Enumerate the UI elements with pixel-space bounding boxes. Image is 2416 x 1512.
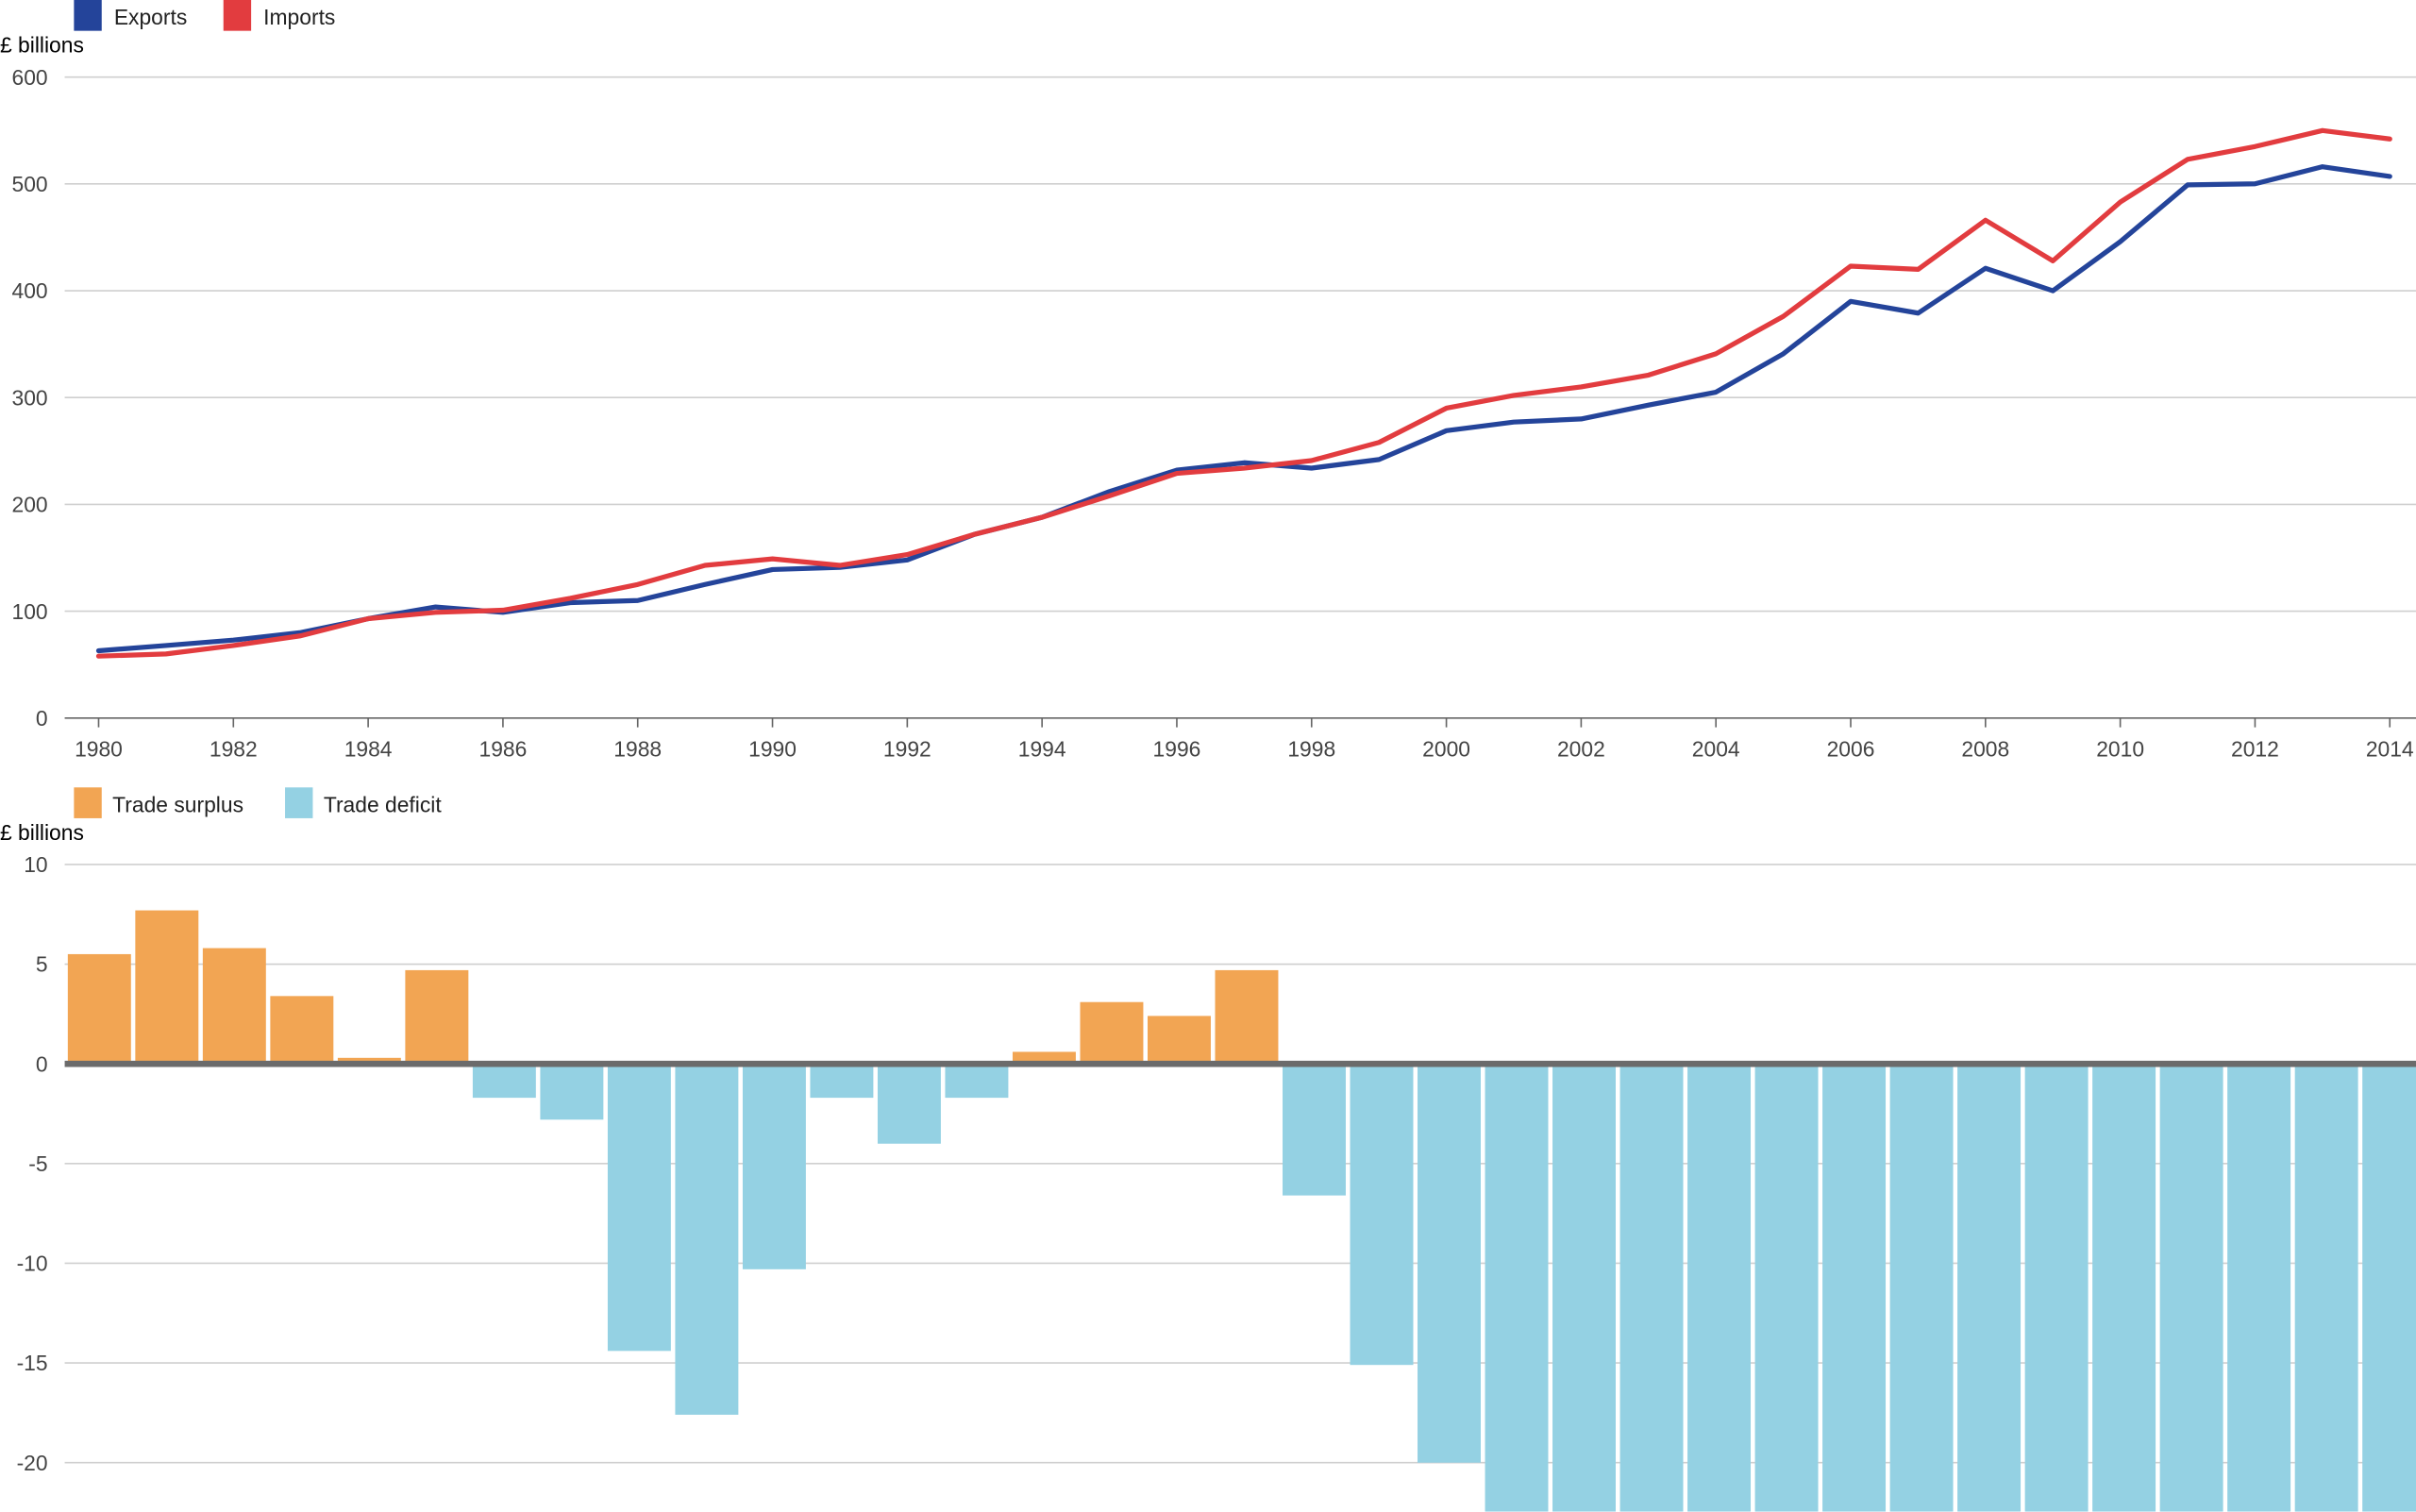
legend-swatch-exports [74,0,102,31]
line-chart-x-tick: 1986 [479,737,528,762]
bar-1989 [675,1064,739,1415]
line-chart-x-tick: 1984 [344,737,393,762]
bar-1986 [472,1064,536,1099]
bar-chart-unit-label: £ billions [0,820,84,845]
legend-swatch-trade-deficit [285,787,313,818]
bar-1995 [1080,1001,1144,1065]
bar-2001 [1485,1064,1549,1512]
line-chart-y-tick: 600 [11,65,47,90]
legend-label-exports: Exports [114,5,187,29]
bar-1983 [270,996,334,1065]
bar-chart-y-tick: -15 [17,1351,48,1375]
legend-label-trade-surplus: Trade surplus [112,792,243,816]
line-chart-x-tick: 1994 [1018,737,1066,762]
bar-2011 [2159,1064,2223,1512]
bar-2004 [1687,1064,1752,1512]
line-chart-x-tick: 2000 [1422,737,1470,762]
bar-1982 [202,948,266,1065]
line-chart-y-tick: 0 [36,706,48,731]
legend-swatch-trade-surplus [74,787,102,818]
bar-chart-y-tick: 5 [36,952,48,977]
bar-chart: Trade surplus Trade deficit £ billions -20 -… [0,787,2416,1512]
bar-2009 [2024,1064,2089,1512]
bar-chart-legend: Trade surplus Trade deficit [74,787,442,818]
line-chart-y-tick: 300 [11,385,47,410]
bar-2006 [1822,1064,1887,1512]
line-chart-x-tick: 2012 [2231,737,2279,762]
line-chart-x-tick: 1990 [748,737,797,762]
bar-1988 [607,1064,671,1352]
line-chart-unit-label: £ billions [0,33,84,58]
line-chart-x-tick: 1982 [210,737,258,762]
line-chart-x-tick: 2014 [2366,737,2414,762]
bar-2003 [1619,1064,1684,1512]
bar-1987 [540,1064,604,1120]
bar-1980 [67,953,131,1065]
line-chart: Exports Imports £ billions 0 100 200 300 400 500… [0,0,2416,762]
bar-1999 [1350,1064,1414,1366]
series-line-imports [95,127,2392,659]
series-line-exports [95,164,2392,654]
bar-2014 [2362,1064,2416,1512]
bar-2013 [2294,1064,2358,1512]
bar-chart-y-tick: 10 [24,852,47,877]
legend-swatch-imports [223,0,252,31]
line-chart-x-tick: 2006 [1827,737,1875,762]
line-chart-x-tick: 2002 [1557,737,1605,762]
bar-1985 [405,969,469,1065]
line-chart-x-tick: 2008 [1961,737,2009,762]
line-chart-x-tick: 2004 [1692,737,1740,762]
line-chart-legend: Exports Imports [74,0,335,31]
bar-1996 [1147,1016,1211,1065]
line-chart-y-tick: 100 [11,599,47,624]
bar-2000 [1418,1064,1481,1463]
line-chart-x-tick: 1980 [75,737,123,762]
bar-chart-y-tick: 0 [36,1051,48,1076]
line-chart-x-tick: 1998 [1287,737,1335,762]
legend-label-trade-deficit: Trade deficit [324,792,443,816]
bar-1990 [742,1064,806,1269]
line-chart-y-tick: 200 [11,493,47,517]
bar-1992 [877,1064,941,1144]
line-chart-x-tick: 2010 [2096,737,2144,762]
bar-1981 [135,910,199,1065]
line-chart-x-tick: 1992 [883,737,931,762]
bar-1993 [945,1064,1009,1099]
bar-2010 [2092,1064,2156,1512]
bar-chart-y-tick: -10 [17,1252,48,1276]
bar-2002 [1552,1064,1616,1512]
bar-chart-y-tick: -20 [17,1451,48,1475]
bar-1998 [1283,1064,1346,1196]
bar-1991 [810,1064,874,1099]
line-chart-y-tick: 500 [11,172,47,196]
line-chart-x-tick: 1988 [613,737,662,762]
bar-1997 [1215,969,1279,1065]
bar-chart-y-tick: -5 [28,1151,47,1176]
bar-2007 [1889,1064,1954,1512]
bar-2005 [1754,1064,1819,1512]
line-chart-x-tick: 1996 [1153,737,1201,762]
line-chart-y-tick: 400 [11,278,47,303]
legend-label-imports: Imports [263,5,335,29]
bar-2012 [2227,1064,2291,1512]
bar-2008 [1957,1064,2022,1512]
